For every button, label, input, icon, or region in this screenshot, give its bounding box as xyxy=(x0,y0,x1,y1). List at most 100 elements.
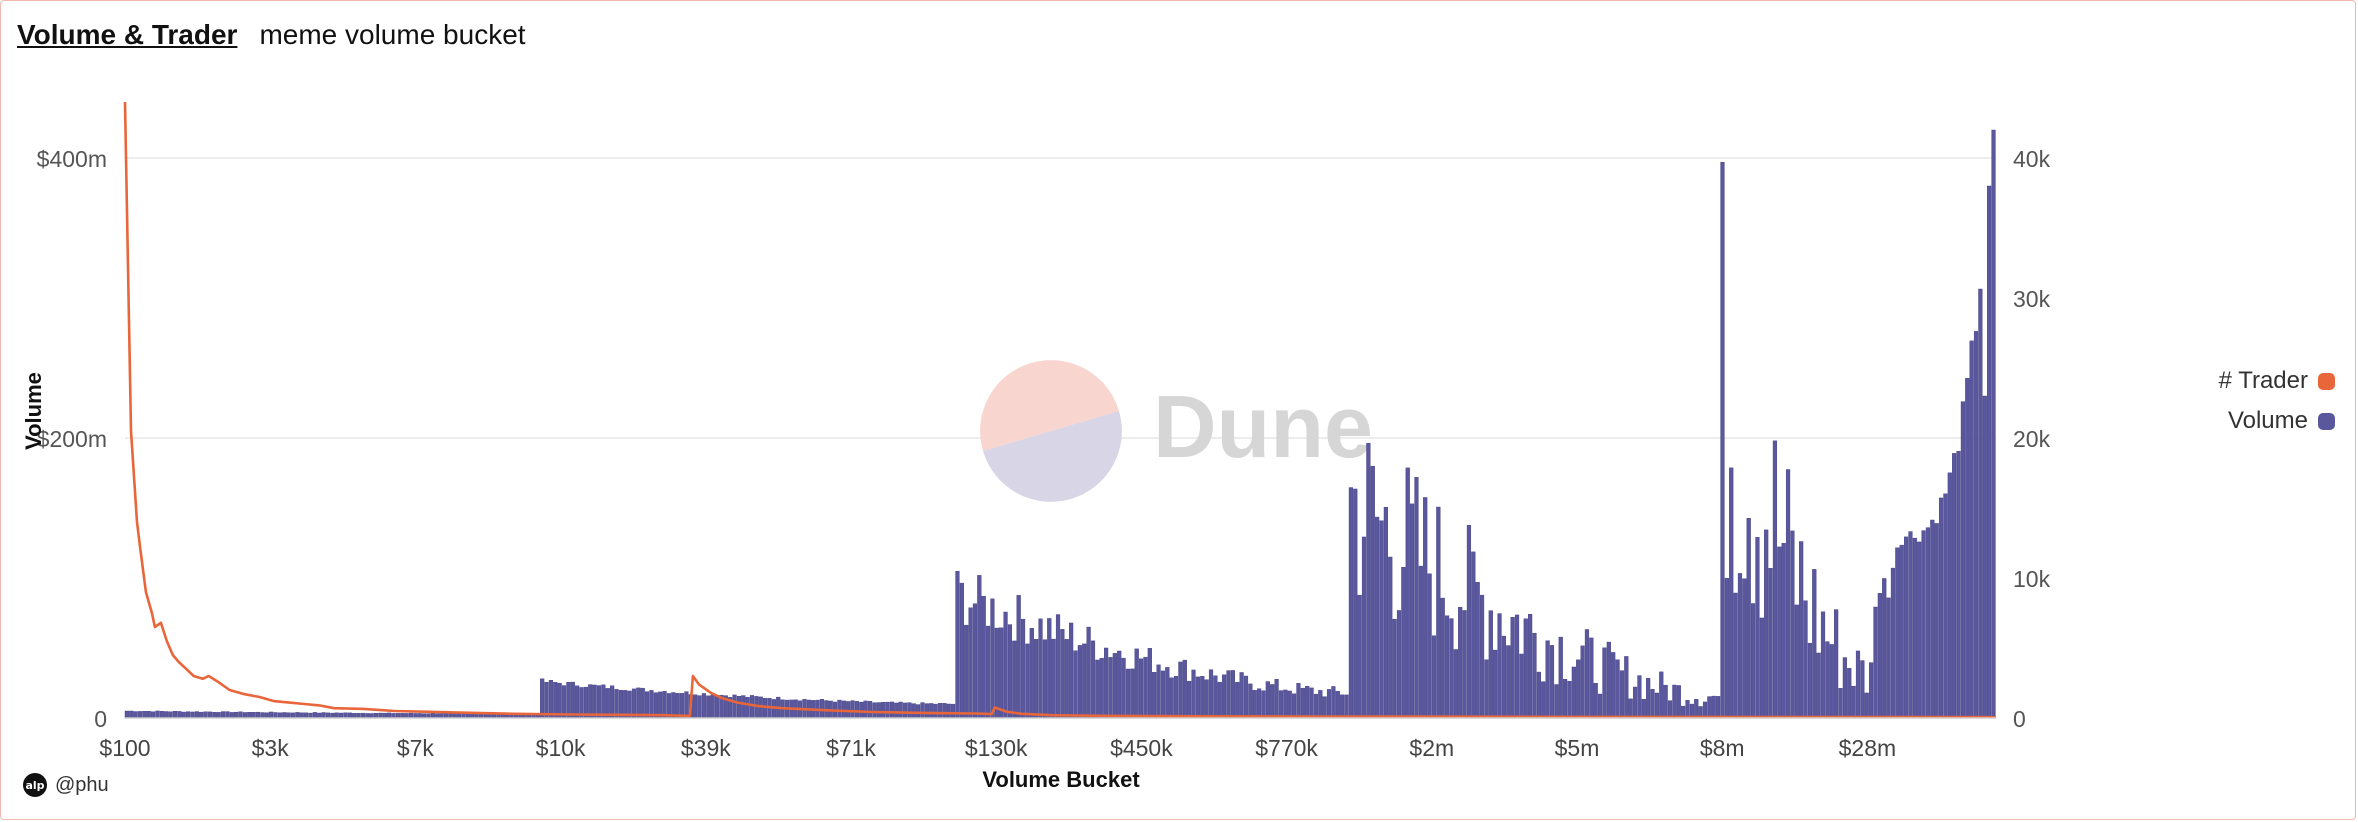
volume-bar xyxy=(1829,644,1834,719)
volume-bar xyxy=(1305,686,1310,719)
volume-bar xyxy=(1370,465,1375,719)
volume-bar xyxy=(142,711,147,719)
volume-bar xyxy=(1624,656,1629,719)
volume-bar xyxy=(540,678,545,719)
trader-line-path xyxy=(123,101,1997,719)
volume-bar xyxy=(282,712,287,719)
chart-subtitle: meme volume bucket xyxy=(259,19,526,50)
volume-bar xyxy=(1353,488,1358,719)
volume-bar xyxy=(1676,685,1681,719)
volume-bar xyxy=(1742,578,1747,719)
volume-bar xyxy=(1173,676,1179,719)
volume-bar xyxy=(872,702,877,719)
volume-bar xyxy=(1973,331,1979,719)
volume-bar xyxy=(1060,629,1065,719)
volume-bar xyxy=(190,711,195,719)
volume-bar xyxy=(548,680,554,719)
volume-bar xyxy=(933,703,938,719)
volume-bar xyxy=(1593,683,1598,719)
volume-bar xyxy=(1532,632,1537,719)
volume-bar xyxy=(1637,675,1642,719)
volume-bar xyxy=(199,711,204,719)
volume-bar xyxy=(1641,699,1646,719)
volume-bar xyxy=(588,684,593,719)
volume-bar xyxy=(1877,593,1882,719)
volume-bar xyxy=(229,712,234,719)
volume-bar xyxy=(1606,641,1611,719)
volume-bar xyxy=(1584,629,1590,719)
volume-bar xyxy=(1886,597,1891,719)
x-tick-label: $130k xyxy=(965,735,1028,761)
volume-bar xyxy=(1611,652,1616,719)
volume-bar xyxy=(684,691,689,719)
volume-bar xyxy=(1834,609,1839,719)
volume-bar xyxy=(1200,676,1205,719)
x-tick-label: $8m xyxy=(1700,735,1745,761)
legend-swatch-volume xyxy=(2318,412,2335,430)
volume-bar xyxy=(876,702,881,719)
volume-bar xyxy=(706,695,711,719)
volume-bar xyxy=(1252,690,1257,719)
volume-bar xyxy=(1357,594,1362,719)
volume-bar xyxy=(1737,573,1743,719)
volume-bar xyxy=(1226,670,1231,719)
volume-bar xyxy=(220,711,226,719)
volume-bar xyxy=(741,695,746,719)
chart-title-link[interactable]: Volume & Trader xyxy=(17,19,238,50)
volume-bar xyxy=(1855,650,1861,719)
volume-bar xyxy=(929,703,934,719)
volume-bar xyxy=(168,711,173,719)
volume-bar xyxy=(1702,701,1708,719)
legend-item-volume[interactable]: Volume xyxy=(2095,401,2335,441)
volume-bars xyxy=(124,129,1996,719)
volume-bar xyxy=(1366,442,1371,719)
volume-bar xyxy=(1938,497,1944,719)
volume-bar xyxy=(837,699,842,719)
volume-bar xyxy=(1300,687,1305,719)
volume-bar xyxy=(1182,659,1187,719)
volume-bar xyxy=(937,703,943,719)
volume-bar xyxy=(946,703,951,719)
volume-bar xyxy=(601,684,606,719)
volume-bar xyxy=(920,702,925,719)
x-tick-label: $2m xyxy=(1409,735,1454,761)
volume-bar xyxy=(1064,639,1069,719)
volume-bar xyxy=(575,685,580,719)
legend-swatch-trader xyxy=(2318,372,2335,390)
volume-bar xyxy=(1650,689,1655,719)
volume-bar xyxy=(1812,569,1817,719)
legend-item-trader[interactable]: # Trader xyxy=(2095,361,2335,401)
volume-bar xyxy=(749,695,755,719)
volume-bar xyxy=(968,607,973,719)
volume-bar xyxy=(1121,657,1126,719)
volume-bar xyxy=(1571,666,1576,719)
volume-bar xyxy=(1545,640,1550,719)
volume-bar xyxy=(159,711,164,719)
volume-bar xyxy=(1528,614,1533,719)
volume-bar xyxy=(1672,684,1677,719)
volume-bar xyxy=(1956,451,1961,719)
volume-bar xyxy=(1396,610,1402,719)
x-tick-label: $5m xyxy=(1555,735,1600,761)
volume-bar xyxy=(1108,657,1113,719)
author-badge[interactable]: alp @phu xyxy=(23,773,109,797)
volume-bar xyxy=(1410,503,1415,719)
volume-bar xyxy=(238,711,243,719)
volume-bar xyxy=(264,712,269,719)
volume-bar xyxy=(133,711,138,719)
volume-bar xyxy=(137,711,143,719)
volume-bar xyxy=(1047,618,1052,719)
volume-bar xyxy=(557,683,562,719)
volume-bar xyxy=(745,696,750,719)
x-tick-label: $71k xyxy=(826,735,876,761)
volume-bar xyxy=(994,627,999,719)
volume-bar xyxy=(1335,690,1340,719)
volume-bar xyxy=(155,710,160,719)
volume-bar xyxy=(1082,643,1087,719)
volume-bar xyxy=(295,712,300,719)
volume-bar xyxy=(999,627,1004,719)
volume-bar xyxy=(679,693,685,719)
volume-bar xyxy=(1755,537,1760,719)
volume-bar xyxy=(1523,618,1528,719)
volume-bar xyxy=(1917,541,1922,719)
